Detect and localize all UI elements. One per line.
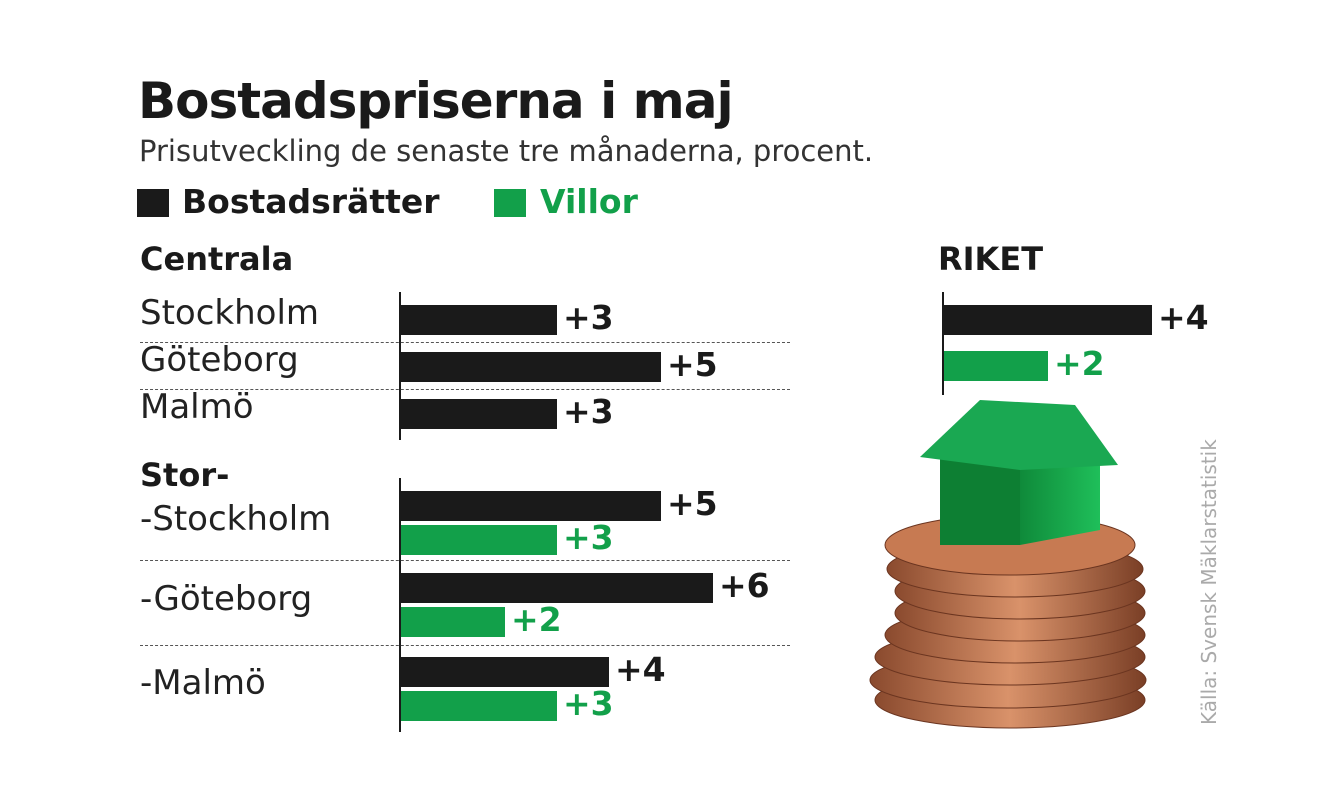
- row-label: -Göteborg: [140, 579, 313, 619]
- group-label-centrala: Centrala: [140, 240, 294, 278]
- riket-bostadsratter-value: +4: [1158, 298, 1209, 337]
- row-divider: [140, 389, 790, 390]
- riket-bostadsratter-bar: [944, 305, 1152, 335]
- row-label: -Stockholm: [140, 499, 332, 539]
- axis-stor: [399, 478, 401, 732]
- villor-value: +3: [563, 684, 614, 723]
- bostadsratter-bar: [401, 352, 661, 382]
- axis-riket: [942, 292, 944, 395]
- bostadsratter-bar: [401, 573, 713, 603]
- bostadsratter-value: +5: [667, 484, 718, 523]
- villor-value: +2: [511, 600, 562, 639]
- bostadsratter-bar: [401, 399, 557, 429]
- legend-label-villor: Villor: [540, 182, 638, 221]
- coins-house-photo: [869, 400, 1147, 729]
- chart-title: Bostadspriserna i maj: [138, 72, 734, 130]
- row-label: -Malmö: [140, 663, 266, 703]
- row-label: Stockholm: [140, 293, 320, 333]
- group-label-stor: Stor-: [140, 456, 230, 494]
- axis-centrala: [399, 292, 401, 440]
- legend-swatch-bostadsratter: [137, 189, 169, 217]
- bostadsratter-value: +4: [615, 650, 666, 689]
- riket-villor-value: +2: [1054, 344, 1105, 383]
- bostadsratter-value: +6: [719, 566, 770, 605]
- villor-bar: [401, 607, 505, 637]
- row-divider: [140, 342, 790, 343]
- row-label: Göteborg: [140, 340, 299, 380]
- chart-subtitle: Prisutveckling de senaste tre månaderna,…: [139, 134, 874, 168]
- source-note: Källa: Svensk Mäklarstatistik: [1197, 439, 1221, 725]
- bostadsratter-value: +3: [563, 392, 614, 431]
- bostadsratter-bar: [401, 305, 557, 335]
- group-label-riket: RIKET: [938, 240, 1044, 278]
- riket-villor-bar: [944, 351, 1048, 381]
- bostadsratter-bar: [401, 657, 609, 687]
- bostadsratter-value: +3: [563, 298, 614, 337]
- villor-bar: [401, 525, 557, 555]
- bostadsratter-value: +5: [667, 345, 718, 384]
- bostadsratter-bar: [401, 491, 661, 521]
- legend-swatch-villor: [494, 189, 526, 217]
- row-label: Malmö: [140, 387, 254, 427]
- villor-bar: [401, 691, 557, 721]
- row-divider: [140, 645, 790, 646]
- villor-value: +3: [563, 518, 614, 557]
- legend-label-bostadsratter: Bostadsrätter: [182, 182, 440, 221]
- row-divider: [140, 560, 790, 561]
